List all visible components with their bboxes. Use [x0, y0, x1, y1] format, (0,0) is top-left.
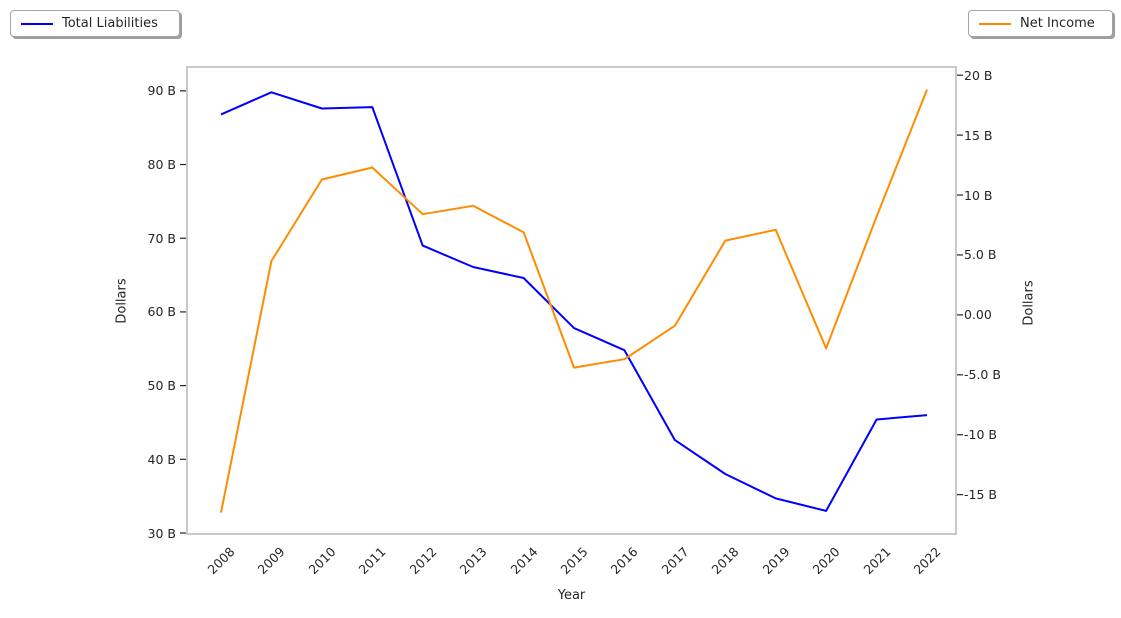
y-tick-label-right: 5.0 B: [964, 247, 997, 263]
y-tick-label-left: 80 B: [147, 157, 176, 173]
y-tick-label-right: -10 B: [964, 427, 997, 443]
y-tick-label-right: 20 B: [964, 67, 993, 83]
total-liabilities-line-swatch-icon: [21, 22, 53, 25]
y-tick-label-left: 50 B: [147, 378, 176, 394]
y-tick-label-left: 90 B: [147, 83, 176, 99]
plot-area: [180, 66, 963, 535]
y-tick-label-left: 70 B: [147, 230, 176, 246]
y-tick-label-left: 60 B: [147, 304, 176, 320]
y-tick-label-right: -5.0 B: [964, 367, 1001, 383]
legend-total-liabilities-label: Total Liabilities: [62, 16, 158, 31]
legend-net-income: Net Income: [968, 10, 1113, 37]
plot-canvas: [180, 74, 963, 534]
y-tick-label-right: 10 B: [964, 187, 993, 203]
series-line-total-liabilities: [220, 91, 928, 512]
y-axis-left-tick-labels: 90 B 80 B 70 B 60 B 50 B 40 B 30 B: [0, 68, 176, 540]
legend-total-liabilities: Total Liabilities: [10, 10, 180, 37]
y-tick-label-right: 0.00: [964, 307, 992, 323]
y-tick-label-right: -15 B: [964, 487, 997, 503]
y-tick-label-right: 15 B: [964, 127, 993, 143]
legend-net-income-label: Net Income: [1020, 16, 1095, 31]
x-axis-label: Year: [557, 588, 586, 603]
y-tick-label-left: 40 B: [147, 451, 176, 467]
series-line-net-income: [220, 89, 928, 513]
y-axis-right-tick-labels: 20 B 15 B 10 B 5.0 B 0.00 -5.0 B -10 B -15 B: [964, 68, 1094, 533]
y-tick-label-left: 30 B: [147, 525, 176, 541]
net-income-line-swatch-icon: [979, 22, 1011, 25]
